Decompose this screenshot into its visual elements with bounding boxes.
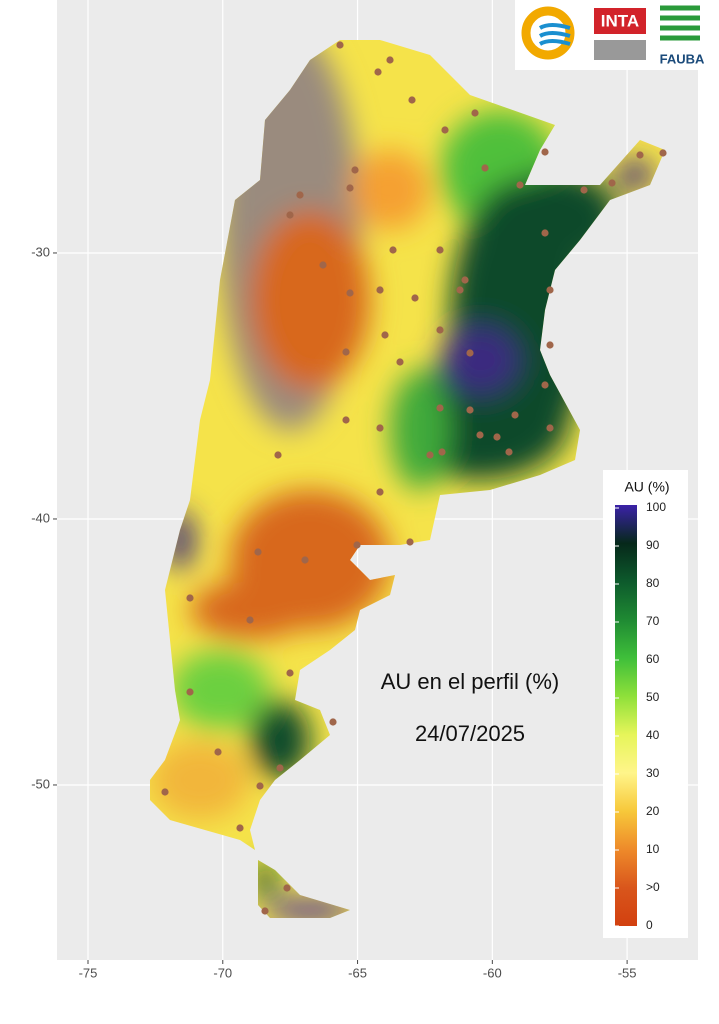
- y-tick-label: -30: [31, 244, 50, 259]
- legend-label: >0: [646, 880, 660, 894]
- station: [376, 424, 384, 432]
- legend-label: 90: [646, 538, 660, 552]
- station: [516, 181, 524, 189]
- station: [342, 348, 350, 356]
- station: [256, 782, 264, 790]
- station: [376, 488, 384, 496]
- station: [186, 688, 194, 696]
- station: [161, 788, 169, 796]
- station: [386, 56, 394, 64]
- station: [408, 96, 416, 104]
- station: [396, 358, 404, 366]
- station: [286, 211, 294, 219]
- station: [546, 286, 554, 294]
- station: [541, 381, 549, 389]
- station: [493, 433, 501, 441]
- station: [296, 191, 304, 199]
- station: [254, 548, 262, 556]
- station: [608, 179, 616, 187]
- station: [346, 184, 354, 192]
- station: [246, 616, 254, 624]
- station: [436, 246, 444, 254]
- logo-sun: [521, 6, 575, 60]
- station: [461, 276, 469, 284]
- station: [426, 451, 434, 459]
- station: [376, 286, 384, 294]
- station: [319, 261, 327, 269]
- station: [466, 406, 474, 414]
- station: [286, 669, 294, 677]
- colorbar: [615, 505, 637, 926]
- legend-label: 0: [646, 918, 653, 932]
- stations: [161, 41, 667, 915]
- fauba-logo: FAUBA: [660, 51, 705, 66]
- station: [636, 151, 644, 159]
- inta-logo: INTA: [601, 11, 639, 30]
- station: [406, 538, 414, 546]
- legend-label: 60: [646, 652, 660, 666]
- inta-base: [594, 40, 646, 60]
- station: [261, 907, 269, 915]
- x-tick-label: -65: [348, 965, 367, 980]
- station: [351, 166, 359, 174]
- station: [541, 229, 549, 237]
- station: [236, 824, 244, 832]
- fauba-mark: [660, 5, 700, 41]
- legend-label: 20: [646, 804, 660, 818]
- station: [436, 404, 444, 412]
- legend-label: 70: [646, 614, 660, 628]
- station: [436, 326, 444, 334]
- station: [389, 246, 397, 254]
- station: [274, 451, 282, 459]
- station: [441, 126, 449, 134]
- y-tick-label: -40: [31, 510, 50, 525]
- legend-label: 10: [646, 842, 660, 856]
- station: [186, 594, 194, 602]
- map-title: AU en el perfil (%): [381, 669, 560, 694]
- station: [476, 431, 484, 439]
- station: [546, 424, 554, 432]
- station: [438, 448, 446, 456]
- station: [511, 411, 519, 419]
- station: [505, 448, 513, 456]
- y-tick-label: -50: [31, 776, 50, 791]
- station: [466, 349, 474, 357]
- legend-label: 80: [646, 576, 660, 590]
- legend-title: AU (%): [624, 479, 669, 495]
- x-tick-label: -70: [213, 965, 232, 980]
- station: [659, 149, 667, 157]
- legend-label: 30: [646, 766, 660, 780]
- station: [411, 294, 419, 302]
- station: [456, 286, 464, 294]
- x-tick-label: -75: [79, 965, 98, 980]
- legend-label: 40: [646, 728, 660, 742]
- map-date: 24/07/2025: [415, 721, 525, 746]
- station: [481, 164, 489, 172]
- station: [546, 341, 554, 349]
- station: [353, 541, 361, 549]
- legend-label: 50: [646, 690, 660, 704]
- station: [329, 718, 337, 726]
- station: [276, 764, 284, 772]
- station: [301, 556, 309, 564]
- station: [283, 884, 291, 892]
- station: [342, 416, 350, 424]
- station: [541, 148, 549, 156]
- station: [346, 289, 354, 297]
- station: [374, 68, 382, 76]
- station: [471, 109, 479, 117]
- legend-label: 100: [646, 500, 666, 514]
- station: [336, 41, 344, 49]
- x-tick-label: -60: [483, 965, 502, 980]
- x-tick-label: -55: [618, 965, 637, 980]
- logo-waves: [538, 23, 571, 46]
- station: [580, 186, 588, 194]
- station: [214, 748, 222, 756]
- inta-badge: [594, 8, 646, 34]
- station: [381, 331, 389, 339]
